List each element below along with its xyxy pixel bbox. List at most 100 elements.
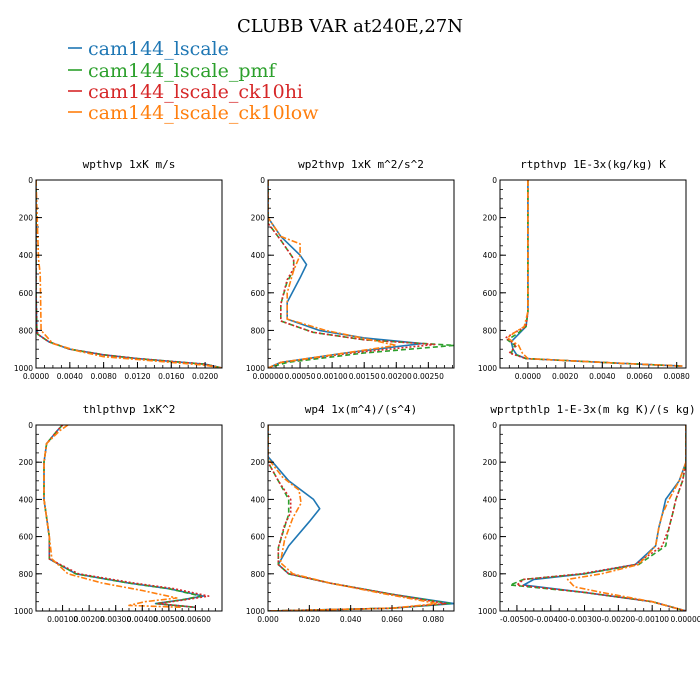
series-line-2 (268, 180, 454, 368)
x-tick-label: 0.0080 (664, 372, 690, 381)
series-line-3 (268, 180, 436, 368)
series-line-1 (36, 180, 222, 368)
series-line-3 (516, 425, 686, 611)
x-tick-label: 0.00100 (317, 372, 348, 381)
panel-title: wp2thvp 1xK m^2/s^2 (298, 158, 424, 171)
panel-title: wpthvp 1xK m/s (83, 158, 176, 171)
series-group (268, 180, 454, 368)
x-tick-label: -0.00300 (568, 615, 602, 624)
series-line-4 (268, 425, 439, 611)
legend-label: cam144_lscale_ck10low (88, 102, 319, 124)
x-tick-label: -0.00400 (534, 615, 568, 624)
y-tick-label: 1000 (478, 607, 497, 616)
x-tick-label: 0.020 (299, 615, 321, 624)
y-tick-label: 400 (483, 495, 498, 504)
series-group (43, 425, 210, 609)
x-tick-label: 0.0080 (91, 372, 117, 381)
series-line-4 (566, 425, 686, 611)
y-tick-label: 0 (492, 421, 497, 430)
legend-item: cam144_lscale_ck10hi (68, 81, 303, 103)
y-tick-label: 600 (251, 289, 266, 298)
series-line-2 (268, 425, 451, 611)
y-tick-label: 800 (483, 570, 498, 579)
y-tick-label: 1000 (14, 607, 33, 616)
series-group (509, 425, 686, 611)
x-tick-label: -0.00500 (500, 615, 534, 624)
legend-label: cam144_lscale_ck10hi (88, 81, 303, 103)
x-tick-label: 0.00600 (180, 615, 211, 624)
y-tick-label: 400 (19, 495, 34, 504)
x-tick-label: 0.000 (257, 615, 279, 624)
plot-frame (267, 424, 455, 612)
series-line-4 (36, 180, 222, 368)
series-line-2 (509, 425, 686, 611)
x-tick-label: 0.00150 (349, 372, 380, 381)
series-line-3 (268, 425, 447, 611)
x-tick-label: 0.0000 (515, 372, 541, 381)
panel-title: rtpthvp 1E-3x(kg/kg) K (520, 158, 666, 171)
x-tick-label: 0.00200 (381, 372, 412, 381)
x-tick-label: 0.0040 (57, 372, 83, 381)
figure-title: CLUBB VAR at240E,27N (237, 16, 463, 37)
y-tick-label: 600 (19, 533, 34, 542)
x-tick-label: 0.00200 (74, 615, 105, 624)
x-tick-label: 0.00100 (47, 615, 78, 624)
y-tick-label: 800 (19, 326, 34, 335)
x-tick-label: 0.0040 (589, 372, 615, 381)
panel: rtpthvp 1E-3x(kg/kg) K 0 200 400 600 800 1000 0… (478, 158, 690, 381)
series-line-2 (36, 180, 222, 368)
y-tick-label: 200 (251, 458, 266, 467)
series-group (268, 425, 454, 611)
y-tick-label: 1000 (478, 364, 497, 373)
y-tick-label: 600 (19, 289, 34, 298)
legend-item: cam144_lscale_pmf (68, 60, 278, 82)
y-tick-label: 800 (251, 326, 266, 335)
legend-item: cam144_lscale_ck10low (68, 102, 319, 124)
panel: wp2thvp 1xK m^2/s^2020040060080010000.00… (246, 158, 455, 381)
y-tick-label: 800 (19, 570, 34, 579)
x-tick-label: 0.040 (340, 615, 362, 624)
series-line-4 (268, 180, 398, 368)
y-tick-label: 0 (260, 421, 265, 430)
series-line-1 (268, 180, 423, 368)
x-tick-label: 0.0000 (23, 372, 49, 381)
y-tick-label: 0 (260, 176, 265, 185)
x-tick-label: 0.060 (381, 615, 403, 624)
series-group (36, 180, 222, 368)
x-tick-label: 0.0160 (158, 372, 184, 381)
x-tick-label: 0.00300 (100, 615, 131, 624)
x-tick-label: 0.00000 (670, 615, 700, 624)
x-tick-label: 0.0060 (626, 372, 652, 381)
panel-title: wprtpthlp 1-E-3x(m kg K)/(s kg) (490, 403, 695, 416)
y-tick-label: 200 (19, 458, 34, 467)
y-tick-label: 200 (483, 214, 498, 223)
y-tick-label: 400 (251, 251, 266, 260)
panel: wprtpthlp 1-E-3x(m kg K)/(s kg) 0 200 400 60… (478, 403, 700, 624)
series-line-1 (510, 180, 683, 367)
y-tick-label: 600 (483, 533, 498, 542)
legend-label: cam144_lscale (88, 38, 229, 60)
y-tick-label: 0 (28, 176, 33, 185)
x-tick-label: 0.0020 (552, 372, 578, 381)
x-tick-label: 0.00500 (153, 615, 184, 624)
y-tick-label: 0 (492, 176, 497, 185)
y-tick-label: 0 (28, 421, 33, 430)
y-tick-label: 800 (483, 326, 498, 335)
y-tick-label: 400 (483, 251, 498, 260)
legend: cam144_lscale cam144_lscale_pmf cam144_l… (68, 38, 319, 124)
series-line-1 (268, 425, 454, 611)
series-line-2 (43, 425, 202, 609)
y-tick-label: 1000 (246, 607, 265, 616)
series-line-3 (36, 180, 222, 368)
legend-label: cam144_lscale_pmf (88, 60, 278, 82)
y-tick-label: 1000 (14, 364, 33, 373)
x-tick-label: -0.00100 (635, 615, 669, 624)
x-tick-label: 0.00050 (285, 372, 316, 381)
y-tick-label: 200 (19, 214, 34, 223)
y-tick-label: 600 (483, 289, 498, 298)
y-tick-label: 1000 (246, 364, 265, 373)
